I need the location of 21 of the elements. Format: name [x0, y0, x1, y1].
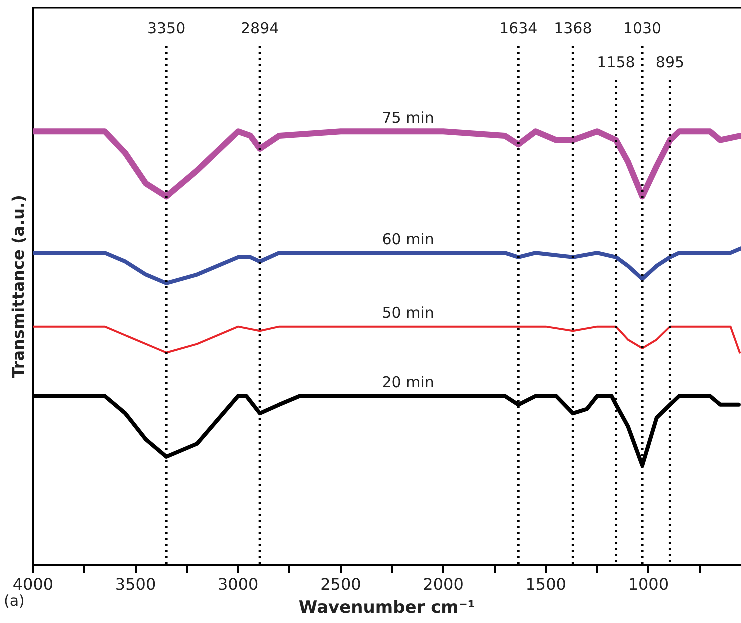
x-tick-label: 3000: [218, 575, 259, 594]
x-tick-label: 3500: [115, 575, 156, 594]
series-label: 75 min: [382, 109, 434, 128]
y-axis-title: Transmittance (a.u.): [8, 195, 28, 378]
ref-line-label: 1030: [623, 19, 662, 38]
ref-line-label: 2894: [241, 19, 280, 38]
ref-line-label: 1368: [554, 19, 592, 38]
ref-line-label: 3350: [147, 19, 186, 38]
ref-line-label: 1158: [597, 53, 636, 72]
x-tick-label: 1000: [628, 575, 670, 594]
series-label: 20 min: [382, 374, 434, 392]
x-tick-label: 4000: [12, 575, 54, 594]
x-axis-title: Wavenumber cm⁻¹: [298, 598, 476, 618]
ref-line-label: 1634: [500, 19, 538, 38]
x-tick-label: 2000: [423, 575, 464, 594]
x-tick-label: 1500: [526, 575, 566, 594]
x-tick-label: 2500: [320, 575, 362, 594]
series-label: 50 min: [382, 304, 434, 322]
series-label: 60 min: [382, 230, 434, 248]
text: (a): [4, 592, 25, 610]
ref-line-label: 895: [656, 53, 685, 72]
